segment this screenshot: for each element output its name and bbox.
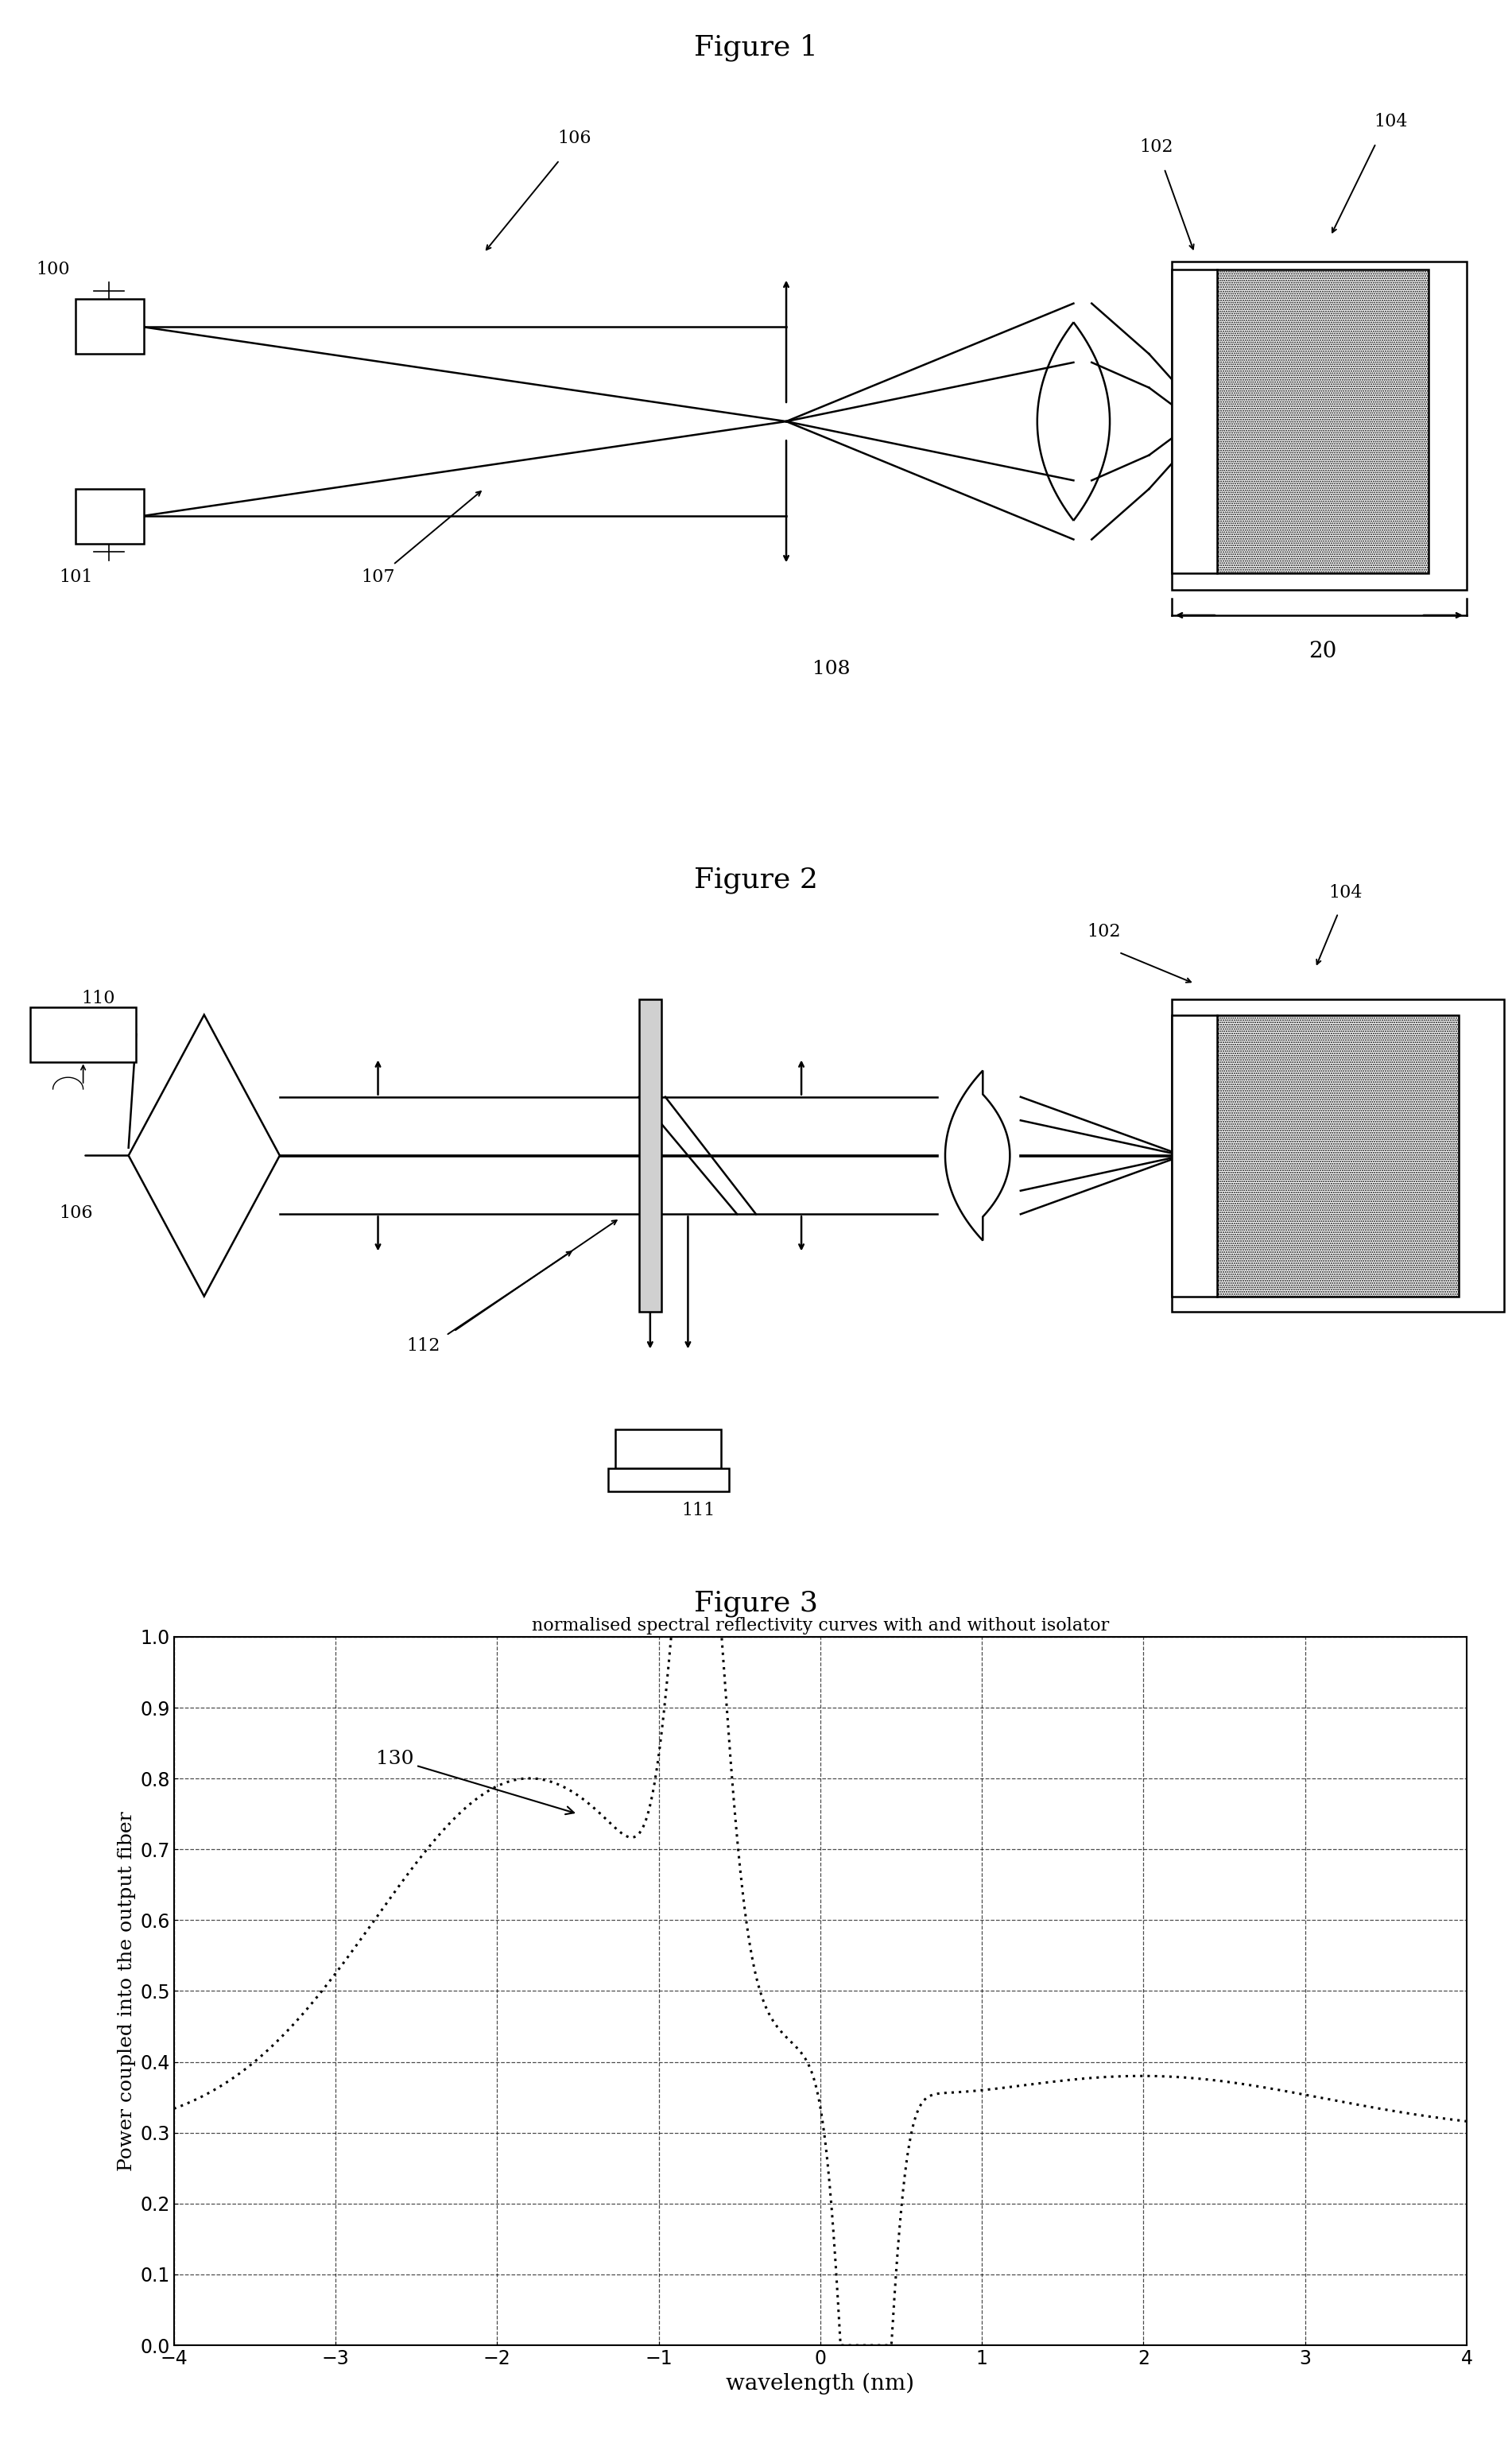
Text: 108: 108 bbox=[813, 660, 850, 679]
Bar bbox=[1172, 261, 1467, 591]
Text: 102: 102 bbox=[1087, 923, 1120, 941]
X-axis label: wavelength (nm): wavelength (nm) bbox=[726, 2372, 915, 2394]
Bar bbox=[1172, 1014, 1217, 1297]
Y-axis label: Power coupled into the output fiber: Power coupled into the output fiber bbox=[118, 1810, 136, 2172]
Text: 130: 130 bbox=[376, 1749, 575, 1815]
Bar bbox=[615, 1429, 721, 1468]
Text: 100: 100 bbox=[36, 261, 70, 279]
Text: 111: 111 bbox=[682, 1502, 715, 1520]
Bar bbox=[638, 999, 662, 1312]
Text: 107: 107 bbox=[361, 569, 395, 586]
Text: 106: 106 bbox=[558, 129, 591, 147]
Polygon shape bbox=[129, 1014, 280, 1297]
Bar bbox=[1172, 269, 1217, 574]
Text: 110: 110 bbox=[82, 989, 115, 1007]
Title: normalised spectral reflectivity curves with and without isolator: normalised spectral reflectivity curves … bbox=[532, 1617, 1108, 1634]
Text: 20: 20 bbox=[1309, 640, 1337, 662]
Bar bbox=[76, 489, 144, 545]
Text: 104: 104 bbox=[1374, 112, 1408, 129]
Bar bbox=[1217, 269, 1429, 574]
Text: Figure 3: Figure 3 bbox=[694, 1590, 818, 1617]
Text: 101: 101 bbox=[59, 569, 92, 586]
Text: Figure 1: Figure 1 bbox=[694, 34, 818, 61]
Bar bbox=[1172, 999, 1504, 1312]
Text: 104: 104 bbox=[1329, 884, 1362, 901]
Text: 106: 106 bbox=[59, 1204, 92, 1222]
Bar bbox=[30, 1007, 136, 1063]
Text: Figure 2: Figure 2 bbox=[694, 867, 818, 894]
Bar bbox=[1217, 1014, 1459, 1297]
Text: 102: 102 bbox=[1140, 139, 1173, 156]
Polygon shape bbox=[945, 1070, 1010, 1241]
Bar bbox=[76, 298, 144, 354]
Bar bbox=[608, 1468, 729, 1493]
Text: 112: 112 bbox=[407, 1336, 440, 1356]
